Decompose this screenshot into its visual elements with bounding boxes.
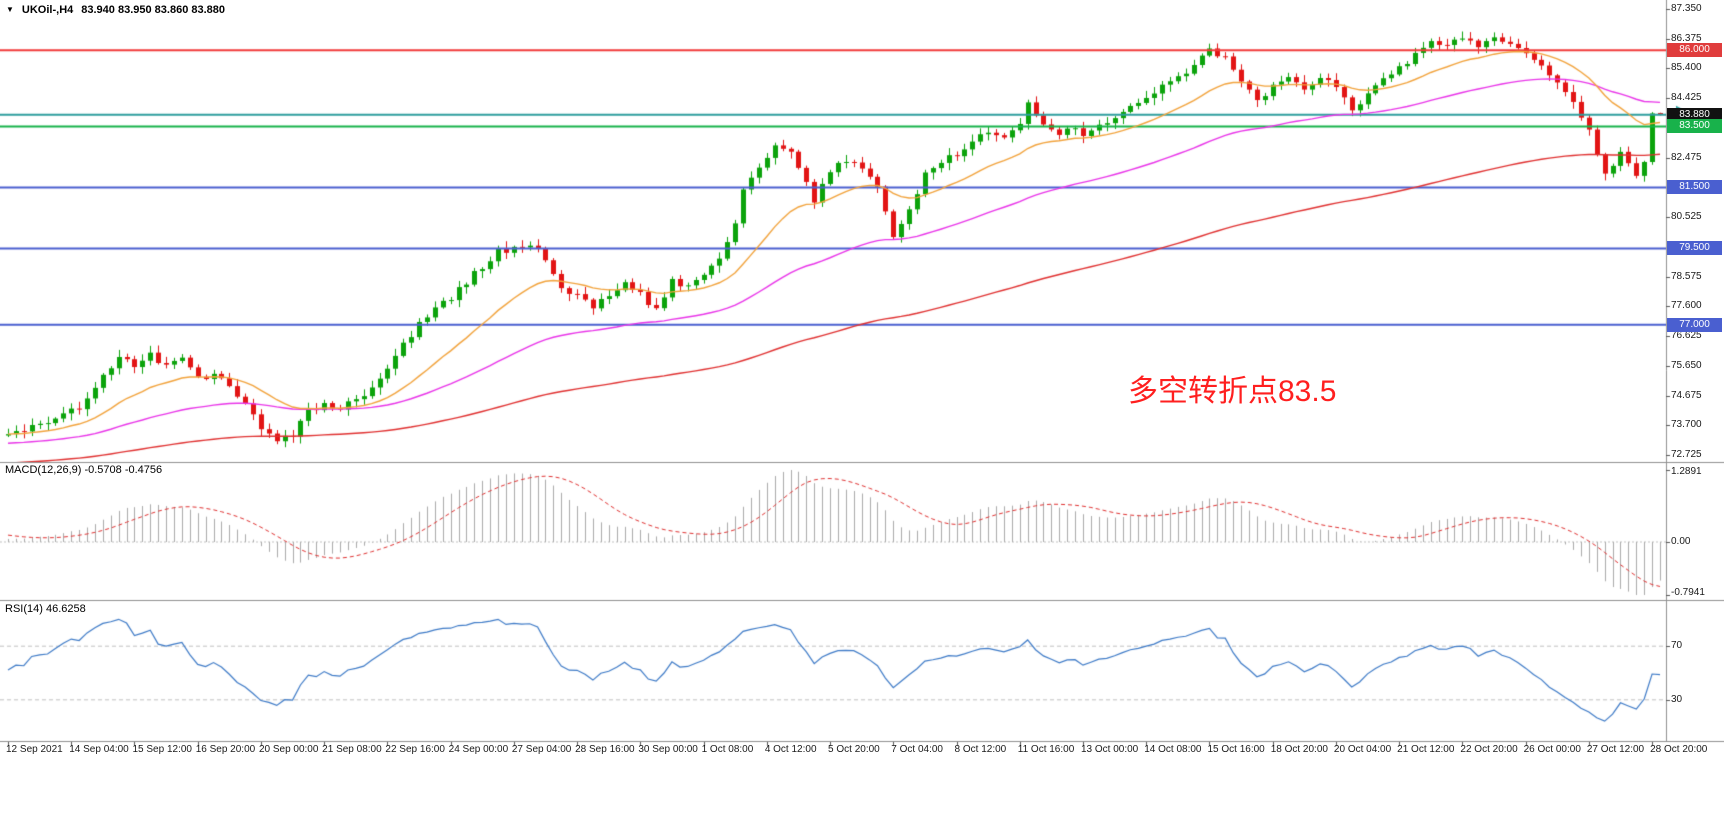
time-axis-label: 4 Oct 12:00 [764, 744, 817, 755]
time-axis-label: 28 Sep 16:00 [575, 744, 635, 755]
time-axis-label: 26 Oct 00:00 [1523, 744, 1581, 755]
price-axis-tick: 73.700 [1671, 419, 1702, 431]
price-axis-tick: 85.400 [1671, 62, 1702, 74]
time-axis-label: 27 Sep 04:00 [511, 744, 572, 755]
price-axis-badge: 81.500 [1667, 180, 1722, 195]
macd-panel[interactable] [0, 463, 1666, 600]
rsi-indicator-label: RSI(14) 46.6258 [5, 603, 86, 615]
time-axis-label: 14 Oct 08:00 [1144, 744, 1202, 755]
time-axis-label: 5 Oct 20:00 [828, 744, 880, 755]
time-axis-label: 24 Sep 00:00 [448, 744, 509, 755]
time-axis-label: 22 Sep 16:00 [385, 744, 445, 755]
macd-axis-zero-label: 0.00 [1671, 535, 1691, 547]
time-axis-label: 30 Sep 00:00 [638, 744, 698, 755]
time-axis-label: 20 Oct 04:00 [1333, 744, 1392, 755]
main-chart-panel[interactable] [0, 0, 1666, 462]
price-axis-badge: 83.500 [1667, 119, 1722, 134]
rsi-panel[interactable] [0, 601, 1666, 741]
price-axis-badge: 79.500 [1667, 241, 1722, 256]
price-axis-tick: 86.375 [1671, 32, 1702, 44]
price-axis-tick: 72.725 [1671, 449, 1702, 460]
ohlc-values: 83.940 83.950 83.860 83.880 [81, 4, 226, 16]
chart-header: ▼ UKOil-,H4 83.940 83.950 83.860 83.880 [6, 4, 225, 16]
time-axis-label: 21 Oct 12:00 [1397, 744, 1455, 755]
price-axis-tick: 75.650 [1671, 359, 1702, 371]
chart-canvas[interactable] [0, 0, 1724, 760]
price-axis-tick: 74.675 [1671, 389, 1702, 401]
time-axis-label: 7 Oct 04:00 [891, 744, 943, 755]
time-axis-label: 21 Sep 08:00 [322, 744, 382, 755]
time-axis-label: 1 Oct 08:00 [701, 744, 754, 755]
price-axis-tick: 80.525 [1671, 211, 1702, 223]
price-axis-badge: 83.880 [1667, 107, 1722, 122]
price-axis-tick: 84.425 [1671, 92, 1702, 104]
price-axis-badge: 86.000 [1667, 43, 1722, 58]
time-axis-label: 14 Sep 04:00 [69, 744, 129, 755]
price-axis-badge: 77.000 [1667, 317, 1722, 332]
rsi-level-label: 30 [1671, 693, 1683, 705]
macd-indicator-label: MACD(12,26,9) -0.5708 -0.4756 [5, 464, 163, 476]
symbol-dropdown-icon[interactable]: ▼ [6, 5, 14, 14]
price-axis-tick: 82.475 [1671, 151, 1702, 163]
time-axis-label: 11 Oct 16:00 [1017, 744, 1075, 755]
time-axis-label: 16 Sep 20:00 [195, 744, 256, 755]
time-axis-label: 15 Sep 12:00 [132, 744, 192, 755]
time-axis-label: 15 Oct 16:00 [1207, 744, 1265, 755]
price-axis-tick: 78.575 [1671, 270, 1702, 282]
time-axis-label: 27 Oct 12:00 [1586, 744, 1645, 755]
time-axis-label: 20 Sep 00:00 [258, 744, 319, 755]
time-axis-label: 13 Oct 00:00 [1080, 744, 1139, 755]
price-axis-tick: 77.600 [1671, 300, 1702, 312]
time-axis-label: 12 Sep 2021 [6, 744, 63, 755]
chart-annotation: 多空转折点83.5 [1128, 375, 1337, 408]
macd-axis-min-label: -0.7941 [1671, 587, 1705, 598]
time-axis-label: 18 Oct 20:00 [1270, 744, 1328, 755]
rsi-level-label: 70 [1671, 640, 1683, 652]
time-axis-label: 28 Oct 20:00 [1650, 744, 1708, 755]
time-axis-label: 22 Oct 20:00 [1460, 744, 1518, 755]
time-axis-label: 8 Oct 12:00 [954, 744, 1007, 755]
symbol-timeframe-label: UKOil-,H4 [21, 4, 74, 16]
price-axis-tick: 76.625 [1671, 330, 1702, 342]
price-axis-tick: 87.350 [1671, 3, 1702, 14]
macd-axis-max-label: 1.2891 [1671, 466, 1702, 477]
